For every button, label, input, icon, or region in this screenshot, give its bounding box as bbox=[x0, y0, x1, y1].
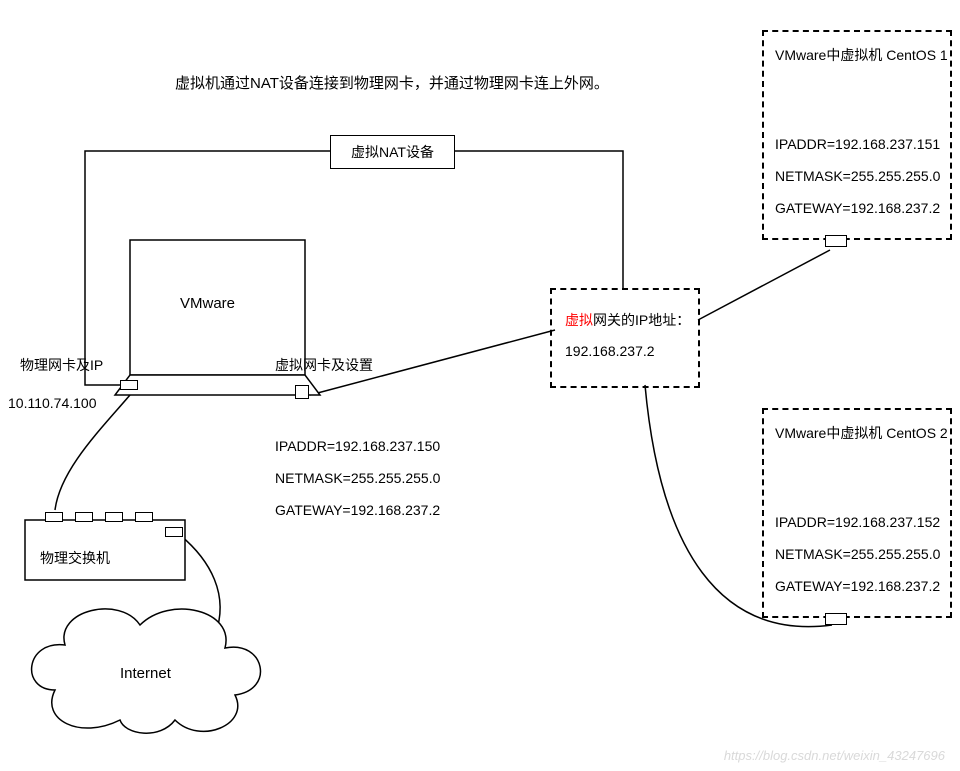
physical-nic-title: 物理网卡及IP bbox=[20, 355, 103, 375]
physical-nic-ip: 10.110.74.100 bbox=[8, 395, 97, 411]
virtual-nic-ip: IPADDR=192.168.237.150 bbox=[275, 430, 440, 462]
vm1-port bbox=[825, 235, 847, 247]
virtual-nic-settings: IPADDR=192.168.237.150 NETMASK=255.255.2… bbox=[275, 430, 440, 527]
vm1-title: VMware中虚拟机 CentOS 1 bbox=[775, 45, 948, 65]
gateway-title: 虚拟网关的IP地址： bbox=[565, 305, 690, 336]
nat-device-box: 虚拟NAT设备 bbox=[330, 135, 455, 169]
virtual-nic-gw: GATEWAY=192.168.237.2 bbox=[275, 494, 440, 526]
vm2-mask: NETMASK=255.255.255.0 bbox=[775, 538, 940, 570]
vmware-label: VMware bbox=[180, 295, 235, 312]
nat-device-label: 虚拟NAT设备 bbox=[351, 142, 434, 162]
physical-nic-port bbox=[120, 380, 138, 390]
vm1-ip: IPADDR=192.168.237.151 bbox=[775, 128, 940, 160]
vm2-gw: GATEWAY=192.168.237.2 bbox=[775, 570, 940, 602]
watermark: https://blog.csdn.net/weixin_43247696 bbox=[724, 748, 945, 763]
gateway-title-red: 虚拟 bbox=[565, 312, 593, 328]
virtual-nic-port bbox=[295, 385, 309, 399]
switch-port-4 bbox=[135, 512, 153, 522]
virtual-nic-title: 虚拟网卡及设置 bbox=[275, 355, 373, 375]
caption: 虚拟机通过NAT设备连接到物理网卡，并通过物理网卡连上外网。 bbox=[175, 72, 609, 93]
vm1-mask: NETMASK=255.255.255.0 bbox=[775, 160, 940, 192]
switch-port-right bbox=[165, 527, 183, 537]
gateway-content: 虚拟网关的IP地址： 192.168.237.2 bbox=[565, 305, 690, 367]
vm2-title: VMware中虚拟机 CentOS 2 bbox=[775, 423, 948, 443]
switch-port-1 bbox=[45, 512, 63, 522]
internet-label: Internet bbox=[120, 665, 171, 682]
vm2-settings: IPADDR=192.168.237.152 NETMASK=255.255.2… bbox=[775, 506, 940, 603]
switch-port-2 bbox=[75, 512, 93, 522]
vm2-port bbox=[825, 613, 847, 625]
vm1-gw: GATEWAY=192.168.237.2 bbox=[775, 192, 940, 224]
switch-port-3 bbox=[105, 512, 123, 522]
vm1-settings: IPADDR=192.168.237.151 NETMASK=255.255.2… bbox=[775, 128, 940, 225]
gateway-title-rest: 网关的IP地址： bbox=[593, 312, 690, 328]
gateway-ip: 192.168.237.2 bbox=[565, 336, 690, 367]
switch-label: 物理交换机 bbox=[40, 548, 110, 568]
virtual-nic-mask: NETMASK=255.255.255.0 bbox=[275, 462, 440, 494]
vm2-ip: IPADDR=192.168.237.152 bbox=[775, 506, 940, 538]
